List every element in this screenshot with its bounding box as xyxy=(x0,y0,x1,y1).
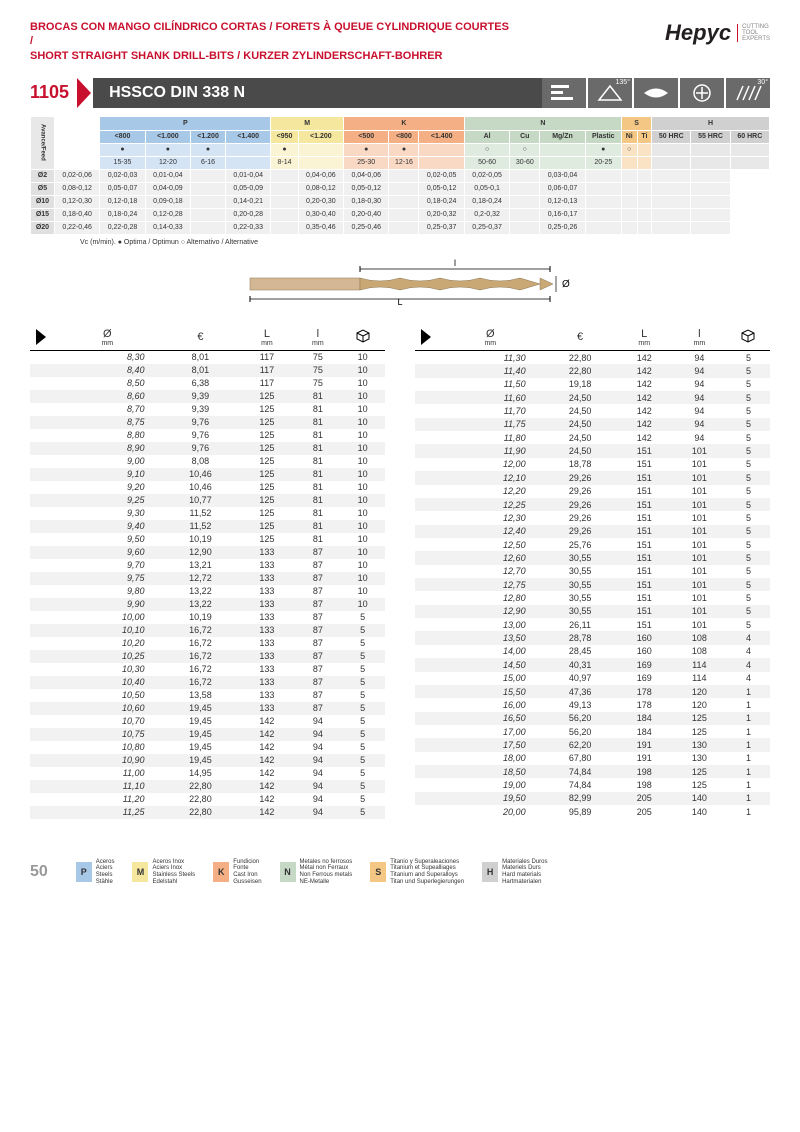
drill-diagram: l Ø L xyxy=(30,258,770,310)
legend-item: STitanio y SuperaleacionesTitanium et Su… xyxy=(370,859,476,885)
logo-text: Hepyc xyxy=(665,20,731,46)
data-tables-wrap: Ømm€Lmmlmm8,308,0111775108,408,011177510… xyxy=(30,325,770,819)
page-header: BROCAS CON MANGO CILÍNDRICO CORTAS / FOR… xyxy=(30,20,770,63)
product-name: HSSCO DIN 338 N xyxy=(93,78,542,108)
page-footer: 50 PAcerosAciersSteelsStähleMAceros Inox… xyxy=(30,859,770,885)
dim-d-label: Ø xyxy=(562,279,570,290)
title-line-1: BROCAS CON MANGO CILÍNDRICO CORTAS / FOR… xyxy=(30,20,511,49)
legend-item: MAceros InoxAciers InoxStainless SteelsE… xyxy=(132,859,207,885)
legend-item: NMetales no ferrososMétal non FerrauxNon… xyxy=(280,859,365,885)
materials-table: Avance/FeedPMKNSH<800<1.000<1.200<1.400<… xyxy=(30,116,770,235)
tip-icon xyxy=(634,78,678,108)
product-number: 1105 xyxy=(30,78,77,108)
multilang-title: BROCAS CON MANGO CILÍNDRICO CORTAS / FOR… xyxy=(30,20,511,63)
dim-l-label: l xyxy=(454,258,456,268)
legend-item: HMateriales DurosMateriels DursHard mate… xyxy=(482,859,559,885)
data-table-left: Ømm€Lmmlmm8,308,0111775108,408,011177510… xyxy=(30,325,385,819)
material-icon xyxy=(542,78,586,108)
legend-item: PAcerosAciersSteelsStähle xyxy=(76,859,127,885)
angle-135-icon: 135° xyxy=(588,78,632,108)
cross-icon xyxy=(680,78,724,108)
title-line-2: SHORT STRAIGHT SHANK DRILL-BITS / KURZER… xyxy=(30,49,511,63)
arrow-icon xyxy=(77,78,91,108)
product-bar: 1105 HSSCO DIN 338 N 135° 30° xyxy=(30,78,770,108)
dim-L-label: L xyxy=(397,297,402,307)
materials-footnote: Vc (m/min). ● Optima / Optimun ○ Alterna… xyxy=(80,239,770,246)
page-number: 50 xyxy=(30,863,48,881)
data-table-right: Ømm€Lmmlmm11,3022,8014294511,4022,801429… xyxy=(415,325,770,819)
legend-item: KFundicionFonteCast IronGusseisen xyxy=(213,859,273,885)
spec-icons: 135° 30° xyxy=(542,78,770,108)
brand-logo: Hepyc CUTTING TOOL EXPERTS xyxy=(665,20,770,46)
drill-flutes xyxy=(360,278,540,290)
logo-tagline: CUTTING TOOL EXPERTS xyxy=(737,24,770,42)
helix-30-icon: 30° xyxy=(726,78,770,108)
legend: PAcerosAciersSteelsStähleMAceros InoxAci… xyxy=(76,859,560,885)
